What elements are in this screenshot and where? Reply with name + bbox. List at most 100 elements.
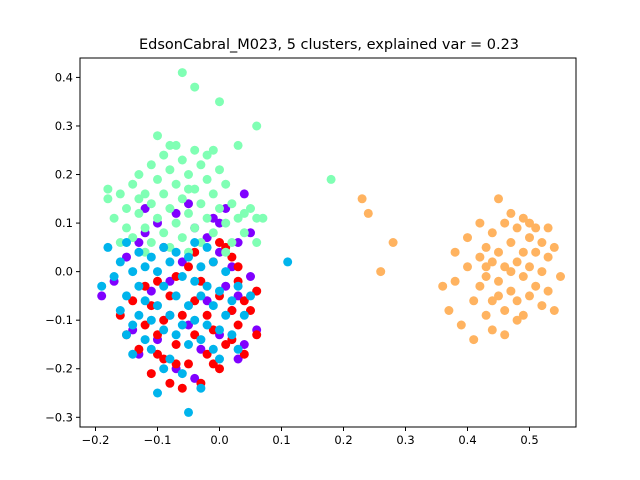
data-point: [239, 189, 249, 199]
data-point: [171, 340, 181, 349]
data-point: [221, 267, 231, 277]
data-point: [215, 97, 224, 107]
data-point: [208, 228, 218, 238]
data-point: [159, 354, 169, 364]
data-point: [494, 276, 503, 286]
data-point: [153, 388, 162, 398]
cluster-0-points: [97, 189, 262, 383]
data-point: [208, 325, 218, 335]
data-point: [202, 349, 212, 359]
data-point: [233, 281, 243, 291]
data-point: [184, 208, 193, 218]
data-point: [531, 247, 541, 257]
data-point: [512, 223, 522, 233]
data-point: [177, 68, 187, 78]
data-point: [128, 320, 138, 330]
data-point: [153, 213, 162, 223]
data-point: [196, 262, 206, 272]
data-point: [543, 252, 553, 262]
data-point: [177, 155, 187, 165]
data-point: [525, 291, 534, 301]
x-tick-label: 0.5: [520, 433, 538, 447]
data-point: [165, 291, 175, 301]
data-point: [239, 349, 249, 359]
data-point: [165, 204, 175, 213]
data-point: [153, 349, 162, 359]
data-point: [190, 223, 200, 233]
data-point: [109, 213, 119, 223]
data-point: [202, 310, 212, 320]
data-point: [146, 369, 156, 379]
data-point: [512, 315, 522, 325]
data-point: [475, 218, 485, 228]
data-point: [215, 286, 224, 296]
y-tick-label: −0.3: [45, 410, 73, 424]
data-point: [518, 213, 528, 223]
cluster-4-points: [357, 194, 565, 345]
data-point: [202, 296, 212, 306]
data-point: [159, 242, 169, 252]
data-point: [122, 204, 131, 213]
data-point: [177, 383, 187, 393]
data-point: [221, 204, 231, 213]
data-point: [134, 238, 144, 247]
data-point: [165, 310, 175, 320]
data-point: [202, 150, 212, 160]
data-point: [525, 218, 534, 228]
data-point: [196, 238, 206, 247]
data-point: [549, 306, 559, 315]
data-point: [215, 218, 224, 228]
data-point: [494, 247, 503, 257]
data-point: [153, 267, 162, 277]
data-point: [227, 262, 237, 272]
data-point: [159, 228, 169, 238]
data-point: [153, 330, 162, 340]
data-point: [208, 189, 218, 199]
data-point: [512, 257, 522, 267]
data-point: [134, 310, 144, 320]
data-point: [122, 330, 131, 340]
data-point: [109, 272, 119, 281]
data-point: [202, 320, 212, 330]
data-points: [97, 68, 565, 417]
data-point: [208, 257, 218, 267]
data-point: [134, 247, 144, 257]
data-point: [202, 233, 212, 243]
data-point: [171, 359, 181, 369]
data-point: [171, 208, 181, 218]
data-point: [128, 179, 138, 189]
data-point: [227, 252, 237, 262]
data-point: [326, 174, 336, 184]
data-point: [363, 208, 373, 218]
data-point: [159, 150, 169, 160]
data-point: [159, 364, 169, 374]
data-point: [171, 179, 181, 189]
data-point: [556, 272, 565, 281]
data-point: [184, 320, 193, 330]
x-tick-label: 0.4: [458, 433, 476, 447]
data-point: [233, 291, 243, 301]
y-tick-label: 0.3: [55, 119, 73, 133]
data-point: [146, 286, 156, 296]
data-point: [487, 228, 497, 238]
data-point: [196, 291, 206, 301]
data-point: [134, 194, 144, 204]
data-point: [531, 281, 541, 291]
data-point: [438, 281, 448, 291]
data-point: [184, 359, 193, 369]
data-point: [518, 272, 528, 281]
data-point: [134, 344, 144, 354]
data-point: [184, 301, 193, 311]
data-point: [543, 286, 553, 296]
data-point: [190, 315, 200, 325]
data-point: [202, 213, 212, 223]
data-point: [97, 281, 107, 291]
data-point: [153, 131, 162, 141]
data-point: [159, 315, 169, 325]
data-point: [184, 407, 193, 417]
data-point: [140, 189, 150, 199]
data-point: [196, 199, 206, 209]
data-point: [506, 267, 516, 277]
data-point: [146, 160, 156, 170]
data-point: [481, 310, 491, 320]
